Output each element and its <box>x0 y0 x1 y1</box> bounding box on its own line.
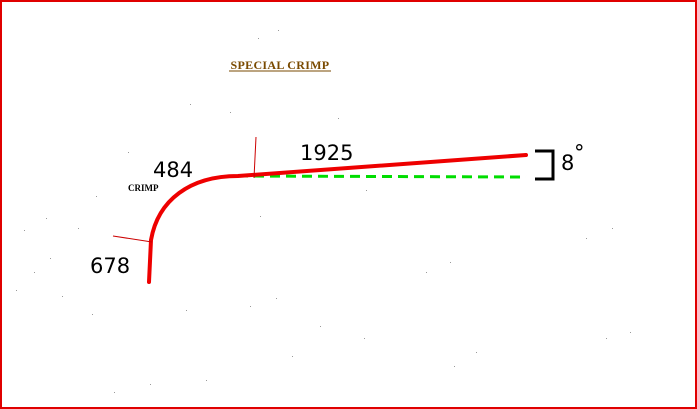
crimp-label: CRIMP <box>128 183 159 193</box>
sloped-leg-dimension: 1925 <box>300 141 353 165</box>
drawing-title: SPECIAL CRIMP <box>231 58 330 72</box>
bend-arc-dimension: 484 <box>153 158 193 182</box>
angle-bracket <box>535 149 555 181</box>
bend-start-tick <box>112 235 153 243</box>
vertical-leg-dimension: 678 <box>90 254 130 278</box>
crimp-profile-line <box>147 153 528 284</box>
reference-line <box>237 174 527 179</box>
angle-dimension: 8 <box>561 151 574 175</box>
speckle-noise <box>16 30 631 393</box>
bend-end-tick <box>253 136 257 179</box>
angle-degree-symbol: ° <box>574 141 585 165</box>
